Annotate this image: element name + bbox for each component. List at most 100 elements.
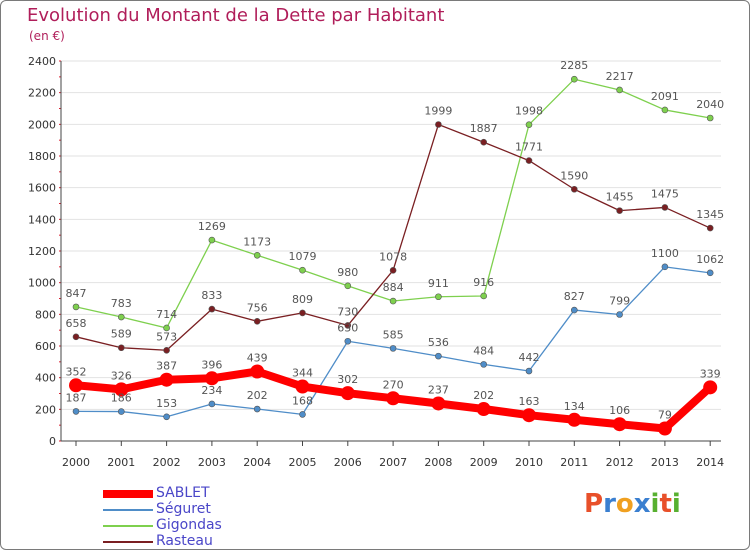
data-point [299, 309, 306, 317]
data-point [570, 75, 578, 83]
data-point [299, 266, 306, 274]
data-point [661, 204, 669, 211]
proxiti-logo: Proxiti [584, 489, 681, 519]
logo-letter: t [659, 489, 672, 519]
y-tick-label: 1800 [28, 150, 56, 163]
data-point [480, 292, 488, 300]
data-point [253, 317, 261, 325]
data-point [480, 138, 488, 146]
x-tick-label: 2014 [696, 456, 724, 469]
data-label: 2217 [606, 70, 634, 83]
data-point [253, 251, 261, 259]
x-tick-label: 2005 [289, 456, 317, 469]
legend-swatch [103, 509, 153, 511]
data-point [476, 402, 491, 417]
data-label: 783 [111, 297, 132, 310]
y-tick-label: 200 [35, 403, 56, 416]
data-point [163, 346, 170, 354]
data-label: 799 [609, 294, 630, 307]
data-point [389, 345, 397, 352]
data-point [616, 311, 623, 318]
logo-letter: i [650, 489, 660, 519]
data-point [570, 185, 578, 193]
data-point [69, 378, 83, 393]
data-label: 730 [337, 305, 358, 318]
y-tick-label: 800 [35, 308, 56, 321]
data-point [435, 352, 442, 360]
data-point [299, 411, 306, 418]
chart-title: Evolution du Montant de la Dette par Hab… [27, 5, 445, 26]
data-label: 536 [428, 336, 449, 349]
x-tick-label: 2009 [470, 456, 498, 469]
legend-swatch [103, 525, 153, 527]
data-label: 585 [383, 328, 404, 341]
logo-letter: o [615, 489, 634, 519]
y-tick-label: 2000 [28, 118, 56, 131]
x-tick-label: 2003 [198, 456, 226, 469]
logo-letter: i [671, 489, 681, 519]
legend-swatch [103, 541, 153, 543]
data-label: 1590 [560, 169, 588, 182]
data-label: 202 [247, 389, 268, 402]
data-label: 1887 [470, 122, 498, 135]
data-label: 847 [66, 287, 87, 300]
x-tick-label: 2013 [651, 456, 679, 469]
legend-label: SABLET [156, 485, 210, 501]
data-label: 396 [201, 358, 222, 371]
data-label: 1269 [198, 220, 226, 233]
data-point [340, 386, 355, 401]
data-point [703, 380, 718, 395]
x-tick-label: 2004 [243, 456, 271, 469]
data-label: 153 [156, 397, 177, 410]
data-label: 439 [247, 351, 268, 364]
logo-letter: P [584, 489, 604, 519]
data-label: 1100 [651, 247, 679, 260]
data-point [435, 293, 442, 301]
data-point [208, 305, 216, 313]
logo-letter: x [633, 489, 651, 519]
data-label: 326 [111, 369, 132, 382]
data-point [118, 344, 125, 352]
data-point [163, 413, 170, 421]
data-point [386, 391, 401, 406]
y-tick-label: 2200 [28, 87, 56, 100]
data-point [616, 86, 623, 94]
data-label: 916 [473, 276, 494, 289]
x-tick-label: 2002 [153, 456, 181, 469]
x-tick-label: 2000 [62, 456, 90, 469]
x-tick-label: 2010 [515, 456, 543, 469]
data-label: 756 [247, 301, 268, 314]
data-label: 484 [473, 344, 494, 357]
data-point [389, 267, 397, 274]
data-label: 1078 [379, 250, 407, 263]
data-label: 630 [337, 321, 358, 334]
data-label: 387 [156, 360, 177, 373]
data-point [657, 421, 672, 436]
data-label: 1455 [606, 191, 634, 204]
legend-label: Rasteau [156, 533, 213, 549]
data-point [344, 322, 352, 329]
data-point [706, 269, 714, 277]
data-label: 352 [66, 365, 87, 378]
data-point [118, 313, 125, 321]
data-label: 833 [201, 289, 222, 302]
data-label: 1771 [515, 141, 543, 154]
data-label: 79 [658, 408, 672, 421]
x-tick-label: 2011 [560, 456, 588, 469]
data-point [72, 408, 80, 415]
data-label: 911 [428, 277, 449, 290]
data-label: 339 [700, 367, 721, 380]
data-label: 270 [383, 378, 404, 391]
data-label: 714 [156, 308, 177, 321]
data-point [344, 282, 352, 290]
data-label: 809 [292, 293, 313, 306]
x-tick-label: 2012 [606, 456, 634, 469]
data-point [208, 236, 216, 244]
legend-label: Séguret [156, 501, 211, 517]
data-label: 237 [428, 383, 449, 396]
data-label: 2040 [696, 98, 724, 111]
y-tick-label: 600 [35, 340, 56, 353]
data-label: 2285 [560, 59, 588, 72]
